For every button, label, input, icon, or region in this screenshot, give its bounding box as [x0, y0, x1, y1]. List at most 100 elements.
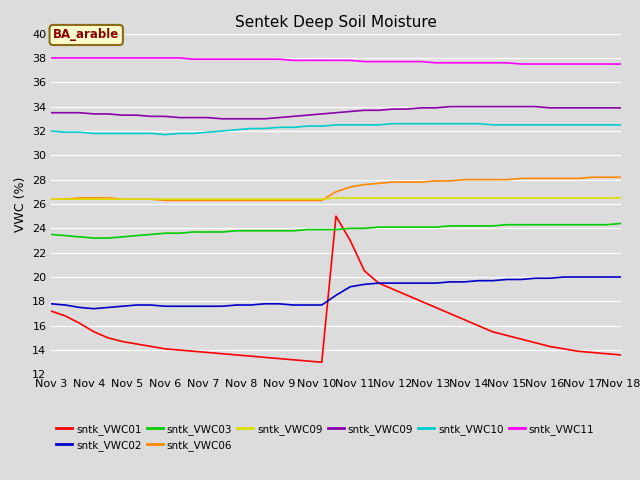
sntk_VWC11: [346, 58, 354, 63]
sntk_VWC09: [332, 110, 340, 116]
sntk_VWC11: [589, 61, 596, 67]
sntk_VWC06: [90, 195, 98, 201]
sntk_VWC03: [289, 228, 297, 234]
sntk_VWC11: [474, 60, 483, 66]
sntk_VWC09: [90, 111, 98, 117]
sntk_VWC01: [589, 349, 596, 355]
sntk_VWC10: [47, 128, 55, 134]
sntk_VWC06: [332, 189, 340, 195]
sntk_VWC01: [346, 238, 354, 243]
sntk_VWC09: [218, 196, 226, 202]
sntk_VWC11: [76, 55, 83, 61]
sntk_VWC02: [47, 301, 55, 307]
sntk_VWC09: [546, 105, 554, 111]
sntk_VWC06: [617, 174, 625, 180]
sntk_VWC03: [517, 222, 525, 228]
sntk_VWC10: [261, 126, 269, 132]
sntk_VWC09: [346, 195, 354, 201]
sntk_VWC09: [204, 115, 212, 120]
sntk_VWC09: [375, 195, 383, 201]
sntk_VWC06: [218, 197, 226, 203]
sntk_VWC06: [247, 197, 255, 203]
sntk_VWC09: [190, 115, 198, 120]
sntk_VWC03: [190, 229, 198, 235]
sntk_VWC11: [403, 59, 411, 64]
sntk_VWC10: [531, 122, 539, 128]
sntk_VWC01: [104, 335, 112, 341]
sntk_VWC09: [617, 105, 625, 111]
sntk_VWC01: [432, 305, 440, 311]
sntk_VWC09: [489, 104, 497, 109]
sntk_VWC01: [375, 280, 383, 286]
sntk_VWC10: [346, 122, 354, 128]
sntk_VWC03: [560, 222, 568, 228]
sntk_VWC02: [574, 274, 582, 280]
sntk_VWC06: [560, 176, 568, 181]
sntk_VWC10: [204, 129, 212, 135]
sntk_VWC10: [474, 121, 483, 127]
sntk_VWC06: [261, 197, 269, 203]
sntk_VWC06: [574, 176, 582, 181]
sntk_VWC11: [175, 55, 183, 61]
sntk_VWC01: [517, 336, 525, 342]
sntk_VWC10: [104, 131, 112, 136]
Line: sntk_VWC06: sntk_VWC06: [51, 177, 621, 200]
sntk_VWC10: [161, 132, 169, 137]
sntk_VWC06: [147, 196, 155, 202]
sntk_VWC02: [318, 302, 326, 308]
sntk_VWC10: [517, 122, 525, 128]
sntk_VWC01: [560, 346, 568, 352]
sntk_VWC01: [460, 317, 468, 323]
sntk_VWC01: [232, 352, 240, 358]
sntk_VWC06: [460, 177, 468, 182]
sntk_VWC03: [161, 230, 169, 236]
sntk_VWC09: [247, 116, 255, 121]
sntk_VWC01: [303, 358, 311, 364]
sntk_VWC02: [346, 284, 354, 289]
sntk_VWC03: [232, 228, 240, 234]
sntk_VWC09: [574, 195, 582, 201]
sntk_VWC10: [118, 131, 126, 136]
sntk_VWC06: [589, 174, 596, 180]
sntk_VWC11: [446, 60, 454, 66]
sntk_VWC11: [546, 61, 554, 67]
sntk_VWC03: [275, 228, 283, 234]
sntk_VWC09: [232, 116, 240, 121]
sntk_VWC09: [232, 196, 240, 202]
sntk_VWC09: [589, 105, 596, 111]
sntk_VWC09: [61, 196, 69, 202]
sntk_VWC01: [175, 347, 183, 353]
sntk_VWC06: [546, 176, 554, 181]
sntk_VWC02: [460, 279, 468, 285]
sntk_VWC09: [47, 196, 55, 202]
sntk_VWC10: [275, 124, 283, 130]
Title: Sentek Deep Soil Moisture: Sentek Deep Soil Moisture: [235, 15, 437, 30]
sntk_VWC03: [90, 235, 98, 241]
sntk_VWC03: [603, 222, 611, 228]
sntk_VWC03: [247, 228, 255, 234]
sntk_VWC01: [47, 308, 55, 314]
sntk_VWC01: [474, 323, 483, 329]
sntk_VWC01: [531, 340, 539, 346]
sntk_VWC03: [531, 222, 539, 228]
sntk_VWC06: [118, 196, 126, 202]
sntk_VWC09: [118, 112, 126, 118]
sntk_VWC02: [503, 276, 511, 282]
sntk_VWC02: [403, 280, 411, 286]
sntk_VWC06: [474, 177, 483, 182]
sntk_VWC03: [76, 234, 83, 240]
Line: sntk_VWC09: sntk_VWC09: [51, 198, 621, 199]
sntk_VWC11: [489, 60, 497, 66]
sntk_VWC03: [418, 224, 426, 230]
sntk_VWC03: [574, 222, 582, 228]
sntk_VWC03: [204, 229, 212, 235]
sntk_VWC10: [303, 123, 311, 129]
sntk_VWC10: [375, 122, 383, 128]
sntk_VWC09: [147, 113, 155, 119]
sntk_VWC02: [446, 279, 454, 285]
sntk_VWC11: [460, 60, 468, 66]
sntk_VWC01: [546, 344, 554, 349]
sntk_VWC09: [432, 105, 440, 111]
sntk_VWC06: [603, 174, 611, 180]
sntk_VWC09: [104, 196, 112, 202]
